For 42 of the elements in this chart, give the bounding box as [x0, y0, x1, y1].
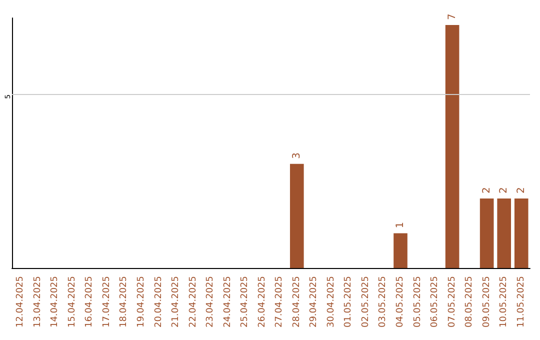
- x-tick-label: 16.04.2025: [84, 276, 95, 328]
- data-label: 2: [516, 187, 527, 194]
- bar: [290, 164, 304, 268]
- data-label: 1: [395, 222, 406, 228]
- bar: [445, 24, 460, 268]
- x-tick-label: 05.05.2025: [412, 276, 423, 328]
- x-tick-label: 07.05.2025: [447, 276, 458, 328]
- x-tick-label: 13.04.2025: [32, 276, 43, 328]
- x-tick-label: 08.05.2025: [464, 276, 475, 328]
- x-tick-label: 21.04.2025: [171, 276, 182, 328]
- x-tick-label: 14.04.2025: [50, 276, 60, 328]
- x-tick-label: 18.04.2025: [119, 276, 130, 328]
- x-tick-label: 11.05.2025: [516, 276, 526, 328]
- x-tick-label: 19.04.2025: [136, 276, 146, 328]
- x-tick-label: 01.05.2025: [344, 276, 354, 328]
- x-tick-label: 10.05.2025: [499, 276, 510, 328]
- x-tick-label: 28.04.2025: [292, 276, 302, 328]
- bar: [514, 198, 528, 268]
- x-tick-label: 04.05.2025: [396, 276, 406, 328]
- data-label: 7: [446, 14, 458, 20]
- x-tick-label: 06.05.2025: [430, 276, 440, 328]
- x-tick-label: 17.04.2025: [102, 276, 112, 328]
- x-tick-label: 22.04.2025: [188, 276, 198, 328]
- x-tick-label: 24.04.2025: [222, 276, 233, 328]
- x-tick-label: 20.04.2025: [154, 276, 164, 328]
- x-tick-label: 03.05.2025: [378, 276, 388, 328]
- x-tick-label: 15.04.2025: [67, 276, 78, 328]
- x-tick-label: 09.05.2025: [482, 276, 492, 328]
- data-label: 2: [498, 187, 510, 194]
- data-label: 2: [481, 187, 492, 194]
- bar: [480, 198, 494, 268]
- x-tick-label: 23.04.2025: [206, 276, 216, 328]
- data-label: 3: [291, 152, 302, 159]
- x-tick-label: 29.04.2025: [309, 276, 320, 328]
- x-tick-label: 25.04.2025: [240, 276, 250, 328]
- x-tick-label: 26.04.2025: [257, 276, 268, 328]
- x-tick-label: 12.04.2025: [16, 276, 26, 328]
- x-tick-label: 27.04.2025: [274, 276, 285, 328]
- x-tick-label: 30.04.2025: [326, 276, 336, 328]
- bar: [394, 233, 408, 268]
- x-tick-label: 02.05.2025: [360, 276, 371, 328]
- bar: [497, 198, 512, 268]
